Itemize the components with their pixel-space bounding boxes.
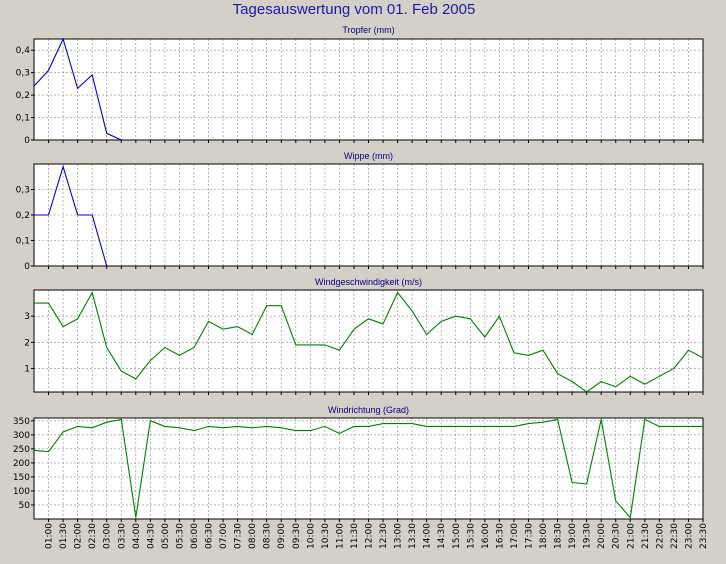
- y-tick-label: 0,1: [16, 114, 30, 124]
- x-tick-label: 01:00: [45, 523, 55, 549]
- panel-title: Tropfer (mm): [342, 25, 394, 35]
- x-tick-label: 02:30: [88, 523, 98, 549]
- x-tick-label: 23:30: [699, 523, 709, 549]
- x-tick-label: 13:30: [408, 523, 418, 549]
- y-tick-label: 0,3: [16, 186, 30, 196]
- panel-title: Windgeschwindigkeit (m/s): [315, 277, 422, 287]
- x-tick-label: 19:00: [568, 523, 578, 549]
- y-tick-label: 1: [24, 364, 30, 374]
- y-tick-label: 2: [24, 338, 30, 348]
- x-tick-label: 03:30: [117, 523, 127, 549]
- x-tick-label: 05:30: [175, 523, 185, 549]
- x-tick-label: 14:00: [423, 523, 433, 549]
- y-tick-label: 100: [13, 487, 30, 497]
- x-tick-label: 07:30: [234, 523, 244, 549]
- x-tick-label: 22:00: [655, 523, 665, 549]
- x-tick-label: 12:00: [365, 523, 375, 549]
- panel-title: Wippe (mm): [344, 151, 393, 161]
- y-tick-label: 300: [13, 431, 30, 441]
- x-tick-label: 16:30: [495, 523, 505, 549]
- x-tick-label: 13:00: [394, 523, 404, 549]
- x-tick-label: 20:30: [612, 523, 622, 549]
- x-tick-label: 22:30: [670, 523, 680, 549]
- y-tick-label: 0,3: [16, 69, 30, 79]
- x-tick-label: 17:30: [524, 523, 534, 549]
- series-line: [34, 291, 704, 393]
- x-tick-label: 15:30: [466, 523, 476, 549]
- panel-1: 0 0,1 0,2 0,3 0,4 Tropfer (mm): [16, 25, 704, 146]
- x-tick-label: 19:30: [583, 523, 593, 549]
- y-tick-label: 0: [24, 262, 30, 272]
- x-tick-label: 17:00: [510, 523, 520, 549]
- panel-title: Windrichtung (Grad): [328, 405, 409, 415]
- panel-3: 1 2 3 Windgeschwindigkeit (m/s): [24, 277, 704, 395]
- x-tick-label: 05:00: [161, 523, 171, 549]
- x-tick-label: 08:00: [248, 523, 258, 549]
- y-tick-label: 0,2: [16, 211, 30, 221]
- series-line: [33, 418, 703, 519]
- y-tick-label: 200: [13, 459, 30, 469]
- x-tick-label: 09:00: [277, 523, 287, 549]
- x-tick-label: 20:00: [597, 523, 607, 549]
- series-line: [33, 37, 122, 141]
- y-tick-label: 0,2: [16, 91, 30, 101]
- x-tick-label: 15:00: [452, 523, 462, 549]
- plot-area: [34, 290, 703, 392]
- x-tick-label: 08:30: [263, 523, 273, 549]
- x-tick-label: 02:00: [74, 523, 84, 549]
- x-axis: 01:00 01:30 02:00 02:30 03:00 03:30 04:00 04:30…: [45, 523, 709, 549]
- chart-title: Tagesauswertung vom 01. Feb 2005: [233, 1, 476, 18]
- x-tick-label: 18:30: [554, 523, 564, 549]
- x-tick-label: 03:00: [103, 523, 113, 549]
- panel-4: 50 100 150 200 250 300 350 Windrichtung (Grad): [13, 405, 704, 522]
- x-tick-label: 16:00: [481, 523, 491, 549]
- x-tick-label: 21:00: [626, 523, 636, 549]
- x-tick-label: 23:00: [684, 523, 694, 549]
- x-tick-label: 12:30: [379, 523, 389, 549]
- series-line: [34, 164, 108, 267]
- y-tick-label: 350: [13, 417, 30, 427]
- x-tick-label: 04:00: [132, 523, 142, 549]
- panel-2: 0 0,1 0,2 0,3 Wippe (mm): [16, 151, 704, 272]
- y-tick-label: 150: [13, 473, 30, 483]
- x-tick-label: 09:30: [292, 523, 302, 549]
- x-tick-label: 01:30: [59, 523, 69, 549]
- chart-panels: 0 0,1 0,2 0,3 0,4 Tropfer (mm) 0 0,1 0,2 0,3 Wippe…: [13, 25, 704, 522]
- x-tick-label: 07:00: [219, 523, 229, 549]
- x-tick-label: 04:30: [146, 523, 156, 549]
- y-tick-label: 250: [13, 445, 30, 455]
- y-tick-label: 0,1: [16, 237, 30, 247]
- x-tick-label: 06:30: [205, 523, 215, 549]
- y-tick-label: 0: [24, 136, 30, 146]
- x-tick-label: 11:00: [335, 523, 345, 549]
- x-tick-label: 18:00: [539, 523, 549, 549]
- x-tick-label: 06:00: [190, 523, 200, 549]
- y-tick-label: 3: [24, 312, 30, 322]
- x-tick-label: 10:30: [321, 523, 331, 549]
- x-tick-label: 21:30: [641, 523, 651, 549]
- y-tick-label: 50: [19, 501, 31, 511]
- y-tick-label: 0,4: [16, 46, 31, 56]
- x-tick-label: 10:00: [306, 523, 316, 549]
- x-tick-label: 11:30: [350, 523, 360, 549]
- x-tick-label: 14:30: [437, 523, 447, 549]
